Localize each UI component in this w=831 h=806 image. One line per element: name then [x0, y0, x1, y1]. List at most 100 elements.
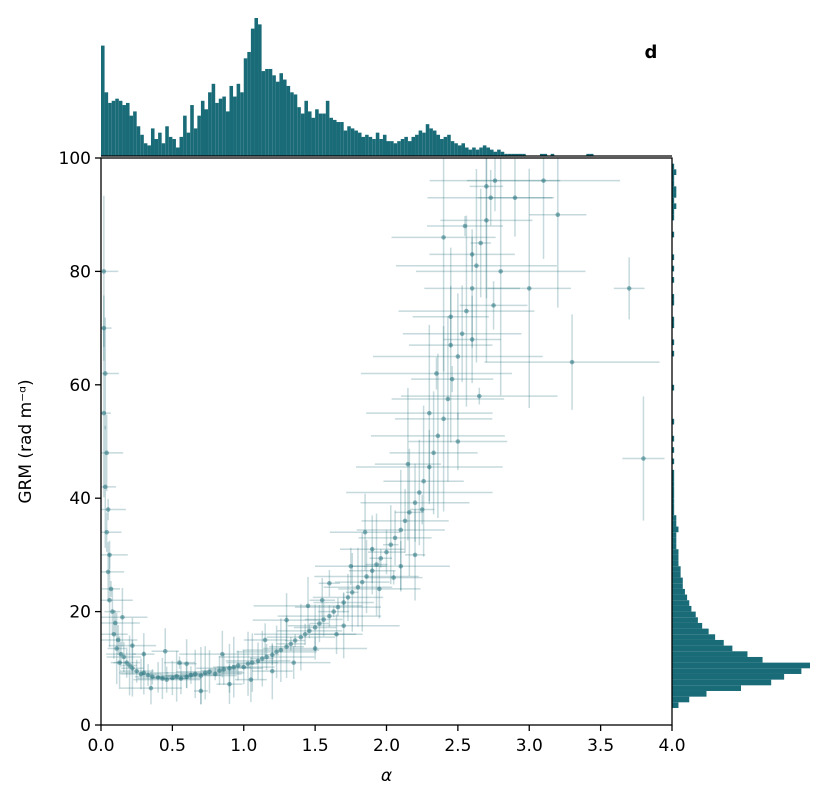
top-histogram-bar [365, 134, 369, 156]
top-histogram-bar [343, 130, 348, 156]
top-histogram-bar [215, 102, 219, 156]
top-histogram-bar [400, 139, 405, 156]
y-tick-label: 20 [69, 603, 91, 623]
data-point [292, 638, 298, 643]
top-histogram-bar [225, 111, 230, 156]
data-point [431, 450, 436, 456]
right-histogram-bar [672, 435, 675, 442]
top-histogram-bar [415, 134, 419, 156]
right-histogram-bar [672, 384, 675, 391]
right-histogram-bar [672, 554, 679, 561]
right-histogram-bar [672, 656, 763, 663]
data-point [441, 416, 446, 422]
top-histogram-bar [393, 143, 398, 156]
top-histogram-bar [465, 147, 469, 156]
top-histogram-bar [108, 102, 112, 156]
top-histogram-bar [211, 83, 216, 156]
data-point [198, 673, 204, 678]
panel-label: d [645, 42, 658, 63]
data-point [220, 651, 225, 657]
data-point [184, 661, 189, 667]
y-tick-label: 60 [69, 376, 91, 396]
data-point [341, 623, 346, 629]
top-histogram-bar [125, 102, 130, 156]
data-point [145, 672, 151, 678]
data-point [419, 507, 425, 512]
data-point [141, 670, 147, 676]
data-point [377, 586, 382, 592]
top-histogram-bar [272, 75, 276, 156]
right-histogram-bar [672, 634, 716, 640]
top-histogram-bar [350, 128, 355, 156]
right-histogram-bar [672, 668, 802, 674]
data-point [105, 569, 111, 575]
data-point [278, 647, 284, 653]
data-point [291, 660, 297, 665]
data-point [302, 631, 308, 637]
right-histogram-bar [672, 265, 675, 272]
data-point [555, 212, 561, 217]
right-histogram-bar [672, 622, 703, 629]
data-point [498, 269, 504, 274]
data-point [108, 586, 114, 592]
top-histogram-bar [136, 126, 141, 156]
top-histogram-bar [375, 132, 380, 156]
top-histogram-bar [247, 51, 251, 156]
top-histogram-bar [104, 92, 109, 156]
x-tick-label: 3.0 [516, 736, 543, 756]
top-histogram-bar [161, 143, 166, 156]
right-histogram-bar [672, 503, 675, 510]
top-histogram-bar [193, 128, 198, 156]
data-point [177, 660, 182, 665]
data-point [162, 648, 168, 654]
right-histogram-bar [672, 560, 679, 567]
right-histogram-bar [672, 611, 696, 618]
right-histogram-bar [672, 651, 748, 657]
top-histogram-bar [293, 94, 298, 156]
right-histogram-bar [672, 549, 679, 555]
data-point [491, 303, 496, 308]
top-histogram-bar [290, 92, 294, 156]
top-histogram-bar [368, 136, 373, 156]
data-point [405, 461, 411, 467]
data-point [198, 688, 204, 694]
data-point [384, 549, 389, 555]
right-histogram-bar [672, 163, 675, 170]
data-point [114, 646, 120, 651]
top-histogram-bar [461, 143, 466, 156]
data-point [349, 590, 355, 595]
right-histogram-bar [672, 566, 681, 572]
data-point [221, 667, 227, 672]
top-histogram-bar [518, 153, 523, 156]
top-histogram-bar [311, 117, 316, 156]
data-point [124, 660, 129, 665]
right-histogram-bar [672, 475, 675, 482]
top-histogram-bar [304, 100, 308, 156]
top-histogram-bar [340, 122, 344, 156]
top-histogram-bar [140, 134, 144, 156]
right-histogram-bar [672, 186, 677, 193]
top-histogram-bar [133, 111, 137, 156]
y-axis-ticks: 0 20 40 60 80 100 [59, 149, 101, 736]
top-histogram-bar [489, 149, 494, 156]
top-histogram-bar [429, 128, 433, 156]
top-histogram-bar [347, 126, 351, 156]
data-point [248, 677, 254, 682]
data-point [130, 643, 135, 648]
right-histogram-bar [672, 520, 677, 527]
right-histogram-bar [672, 702, 679, 708]
data-point [369, 568, 375, 574]
right-histogram-bar [672, 679, 772, 686]
data-point [526, 286, 532, 291]
data-point [255, 658, 261, 664]
data-point [421, 478, 426, 484]
right-histogram-bar [672, 628, 709, 635]
data-point [407, 510, 412, 515]
top-histogram-bar [315, 109, 319, 156]
right-histogram-bar [672, 696, 690, 703]
top-histogram-bar [111, 100, 116, 156]
x-tick-label: 3.5 [587, 736, 614, 756]
data-point [427, 464, 432, 470]
top-histogram-bar [507, 153, 512, 156]
data-point [488, 195, 494, 200]
